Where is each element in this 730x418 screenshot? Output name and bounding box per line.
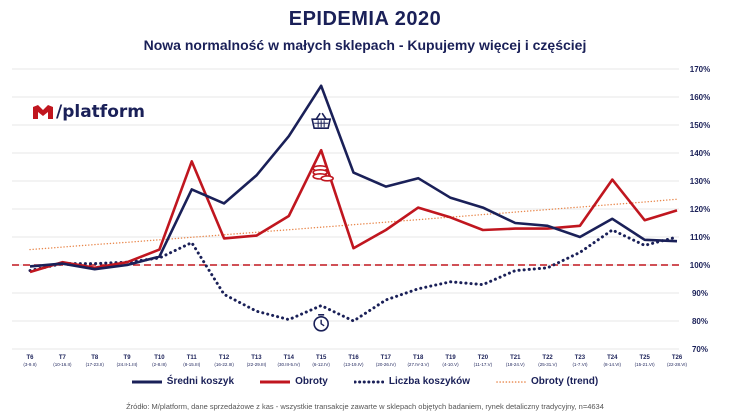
series-line-dotted-navy <box>28 228 679 323</box>
x-tick-label: T19 <box>445 355 456 361</box>
x-tick-date: (2-8.III) <box>152 362 167 367</box>
x-tick-label: T18 <box>413 355 424 361</box>
legend-swatch-dotted-orange <box>496 380 526 383</box>
x-tick-label: T12 <box>219 355 230 361</box>
y-tick-label: 170% <box>690 65 710 74</box>
x-tick-label: T7 <box>59 355 67 361</box>
x-tick-label: T24 <box>607 355 618 361</box>
x-tick-date: (13-19.IV) <box>343 362 364 367</box>
x-tick-date: (4-10.V) <box>442 362 459 367</box>
chart-subtitle: Nowa normalność w małych sklepach - Kupu… <box>143 37 587 53</box>
legend-item-obroty: Obroty <box>260 376 328 387</box>
mplatform-logo: /platform <box>32 102 145 122</box>
y-tick-label: 90% <box>692 289 708 298</box>
chart-title: EPIDEMIA 2020 <box>288 8 442 30</box>
x-tick-date: (24.II-1.III) <box>117 362 138 367</box>
legend-label: Obroty <box>295 376 328 387</box>
logo-text: /platform <box>56 102 145 122</box>
x-tick-label: T26 <box>672 355 683 361</box>
x-tick-date: (20-26.IV) <box>376 362 397 367</box>
x-tick-label: T23 <box>575 355 586 361</box>
legend-swatch-solid-red <box>260 380 291 383</box>
x-tick-date: (3-9.II) <box>23 362 37 367</box>
x-tick-date: (6-12.IV) <box>312 362 330 367</box>
y-tick-label: 160% <box>690 93 710 102</box>
clock-icon <box>313 313 329 332</box>
y-tick-label: 150% <box>690 121 710 130</box>
series-line-solid-red <box>29 148 678 274</box>
series-line-solid-navy <box>29 84 678 271</box>
chart-legend: Średni koszyk Obroty Liczba koszyków Obr… <box>0 376 730 387</box>
y-tick-label: 80% <box>692 317 708 326</box>
x-tick-label: T22 <box>542 355 553 361</box>
x-tick-date: (17-23.II) <box>86 362 105 367</box>
x-tick-date: (18-24.V) <box>506 362 525 367</box>
y-tick-label: 130% <box>690 177 710 186</box>
x-tick-date: (30.III-5.IV) <box>278 362 301 367</box>
x-tick-date: (1-7.VI) <box>572 362 588 367</box>
x-tick-date: (8-15.III) <box>183 362 201 367</box>
legend-label: Obroty (trend) <box>530 376 599 387</box>
y-tick-label: 120% <box>690 205 710 214</box>
x-tick-date: (11-17.V) <box>474 362 493 367</box>
legend-item-obroty-trend: Obroty (trend) <box>496 376 598 387</box>
x-tick-label: T9 <box>124 355 132 361</box>
x-tick-label: T16 <box>348 355 359 361</box>
x-tick-label: T21 <box>510 355 521 361</box>
legend-label: Liczba koszyków <box>388 376 470 387</box>
x-tick-date: (27.IV-3.V) <box>407 362 429 367</box>
x-tick-date: (15-21.VI) <box>635 362 656 367</box>
x-tick-label: T6 <box>26 355 34 361</box>
legend-swatch-dotted-navy <box>353 380 384 383</box>
x-tick-date: (22-28.VI) <box>667 362 688 367</box>
coins-icon <box>312 164 334 182</box>
legend-swatch-solid-navy <box>131 380 162 383</box>
x-tick-date: (10-16.II) <box>53 362 72 367</box>
x-tick-date: (8-14.VI) <box>604 362 622 367</box>
x-tick-label: T25 <box>639 355 650 361</box>
x-tick-label: T11 <box>187 355 198 361</box>
x-tick-date: (22-29.III) <box>247 362 267 367</box>
legend-label: Średni koszyk <box>166 376 235 387</box>
basket-icon <box>311 112 332 129</box>
x-tick-label: T8 <box>91 355 99 361</box>
x-tick-label: T15 <box>316 355 327 361</box>
y-tick-label: 140% <box>690 149 710 158</box>
y-tick-label: 100% <box>690 261 710 270</box>
x-tick-date: (16-22.III) <box>214 362 234 367</box>
x-tick-label: T17 <box>381 355 392 361</box>
x-tick-label: T20 <box>478 355 489 361</box>
x-tick-label: T10 <box>154 355 165 361</box>
x-tick-date: (25-31.V) <box>538 362 557 367</box>
x-tick-label: T14 <box>284 355 295 361</box>
series-line-dotted-orange <box>29 198 678 251</box>
m-logo-icon <box>33 105 53 119</box>
legend-item-sredni-koszyk: Średni koszyk <box>131 376 235 387</box>
legend-item-liczba-koszykow: Liczba koszyków <box>353 376 470 387</box>
x-tick-label: T13 <box>251 355 262 361</box>
y-tick-label: 110% <box>690 233 710 242</box>
y-tick-label: 70% <box>692 345 708 354</box>
source-note: Źródło: M/platform, dane sprzedażowe z k… <box>126 402 604 411</box>
